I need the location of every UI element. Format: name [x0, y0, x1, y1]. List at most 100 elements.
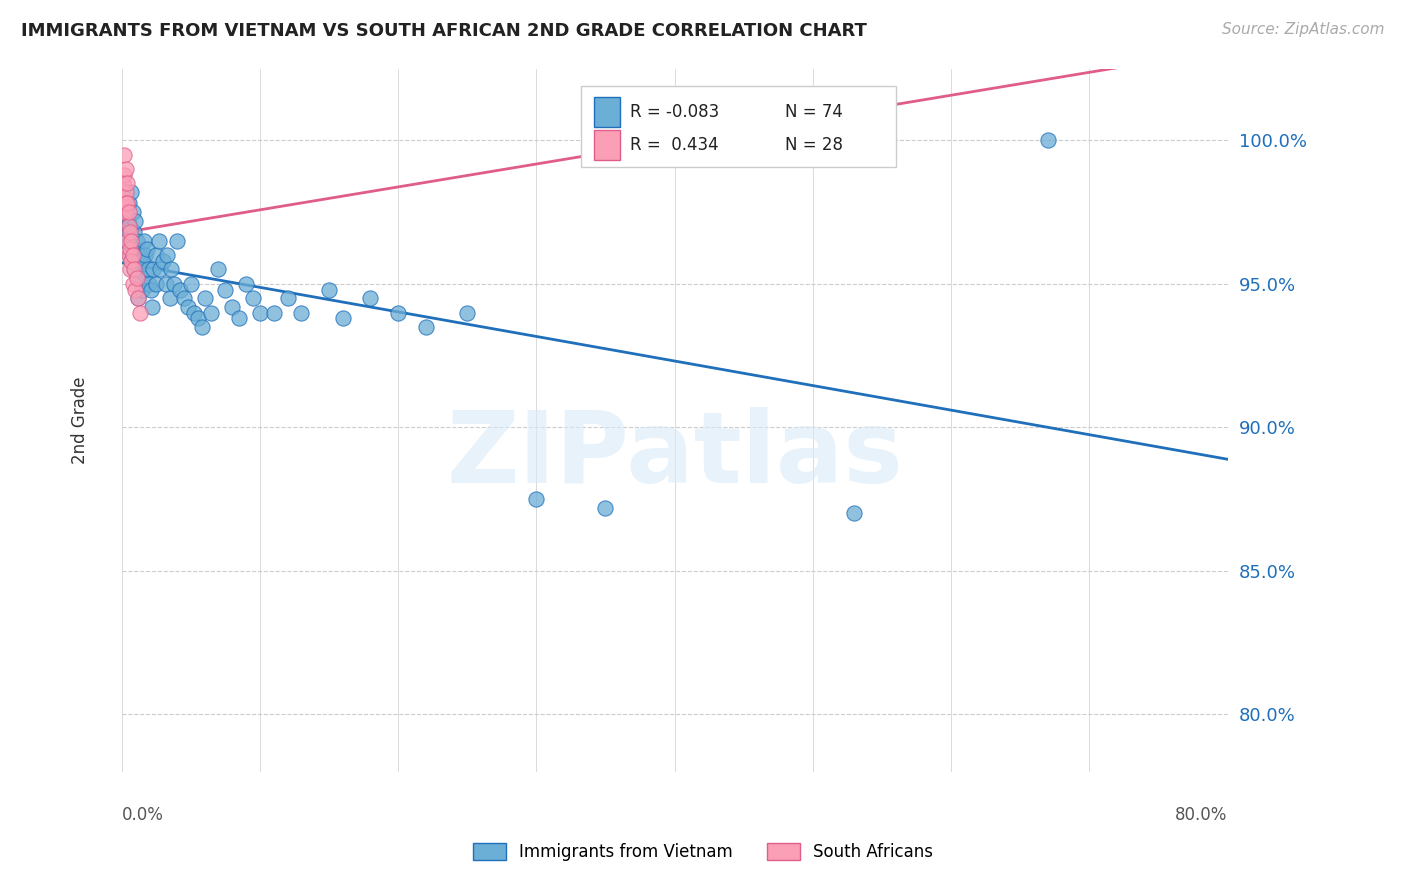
Point: [332, 311, 354, 326]
Text: ZIPatlas: ZIPatlas: [446, 407, 903, 504]
Text: 80.0%: 80.0%: [1175, 806, 1227, 824]
Point: [191, 319, 214, 334]
Text: 0.0%: 0.0%: [122, 806, 163, 824]
Point: [112, 219, 135, 234]
Point: [187, 311, 209, 326]
Text: N = 74: N = 74: [785, 103, 844, 121]
Point: [120, 185, 142, 199]
Point: [207, 262, 229, 277]
Point: [114, 205, 136, 219]
Point: [387, 305, 409, 319]
Point: [131, 271, 153, 285]
Point: [122, 225, 145, 239]
Point: [124, 283, 146, 297]
Point: [149, 262, 172, 277]
Point: [117, 205, 139, 219]
Point: [117, 217, 139, 231]
Point: [112, 205, 135, 219]
Point: [120, 253, 142, 268]
Point: [118, 222, 141, 236]
Legend: Immigrants from Vietnam, South Africans: Immigrants from Vietnam, South Africans: [467, 836, 939, 868]
Point: [159, 291, 181, 305]
Point: [844, 507, 866, 521]
Point: [125, 268, 148, 283]
Point: [117, 219, 139, 234]
Point: [121, 277, 143, 291]
Point: [112, 177, 135, 191]
Text: N = 28: N = 28: [785, 136, 844, 154]
Point: [650, 128, 672, 142]
Point: [183, 305, 205, 319]
Point: [263, 305, 285, 319]
Text: 2nd Grade: 2nd Grade: [70, 376, 89, 464]
Point: [118, 262, 141, 277]
Point: [122, 262, 145, 277]
Point: [127, 291, 149, 305]
Point: [290, 305, 312, 319]
Point: [524, 492, 547, 507]
Point: [125, 271, 148, 285]
Point: [456, 305, 478, 319]
Point: [221, 300, 243, 314]
Point: [177, 300, 200, 314]
Point: [249, 305, 271, 319]
Point: [135, 243, 157, 257]
Point: [138, 277, 160, 291]
Point: [214, 283, 236, 297]
Point: [200, 305, 222, 319]
Point: [112, 191, 135, 205]
Point: [156, 248, 179, 262]
Point: [121, 248, 143, 262]
Text: IMMIGRANTS FROM VIETNAM VS SOUTH AFRICAN 2ND GRADE CORRELATION CHART: IMMIGRANTS FROM VIETNAM VS SOUTH AFRICAN…: [21, 22, 868, 40]
Point: [118, 225, 141, 239]
Point: [120, 253, 142, 268]
Point: [139, 283, 162, 297]
Point: [359, 291, 381, 305]
Point: [141, 300, 163, 314]
Point: [595, 500, 617, 515]
Text: R = -0.083: R = -0.083: [630, 103, 720, 121]
Point: [114, 196, 136, 211]
Point: [120, 234, 142, 248]
Point: [115, 196, 138, 211]
Point: [125, 234, 148, 248]
Point: [128, 305, 150, 319]
Point: [318, 283, 340, 297]
Point: [145, 277, 167, 291]
Point: [114, 161, 136, 176]
Point: [131, 283, 153, 297]
Point: [148, 234, 170, 248]
Point: [277, 291, 299, 305]
Point: [114, 225, 136, 239]
Point: [180, 277, 202, 291]
Point: [127, 260, 149, 274]
Point: [166, 234, 188, 248]
Point: [115, 213, 138, 227]
Point: [136, 262, 159, 277]
Point: [112, 147, 135, 161]
Point: [118, 243, 141, 257]
Point: [132, 234, 155, 248]
Point: [145, 248, 167, 262]
Point: [1036, 133, 1059, 147]
Point: [115, 234, 138, 248]
Point: [134, 248, 156, 262]
Point: [235, 277, 257, 291]
Point: [242, 291, 264, 305]
Point: [194, 291, 217, 305]
Point: [121, 239, 143, 253]
Point: [117, 196, 139, 211]
Point: [228, 311, 250, 326]
Point: [415, 319, 437, 334]
FancyBboxPatch shape: [581, 87, 896, 167]
Point: [155, 277, 177, 291]
Point: [129, 253, 152, 268]
Point: [124, 213, 146, 227]
Point: [114, 185, 136, 199]
Point: [115, 234, 138, 248]
FancyBboxPatch shape: [593, 130, 620, 160]
Point: [142, 262, 165, 277]
Point: [122, 262, 145, 277]
Point: [115, 177, 138, 191]
Point: [160, 262, 183, 277]
